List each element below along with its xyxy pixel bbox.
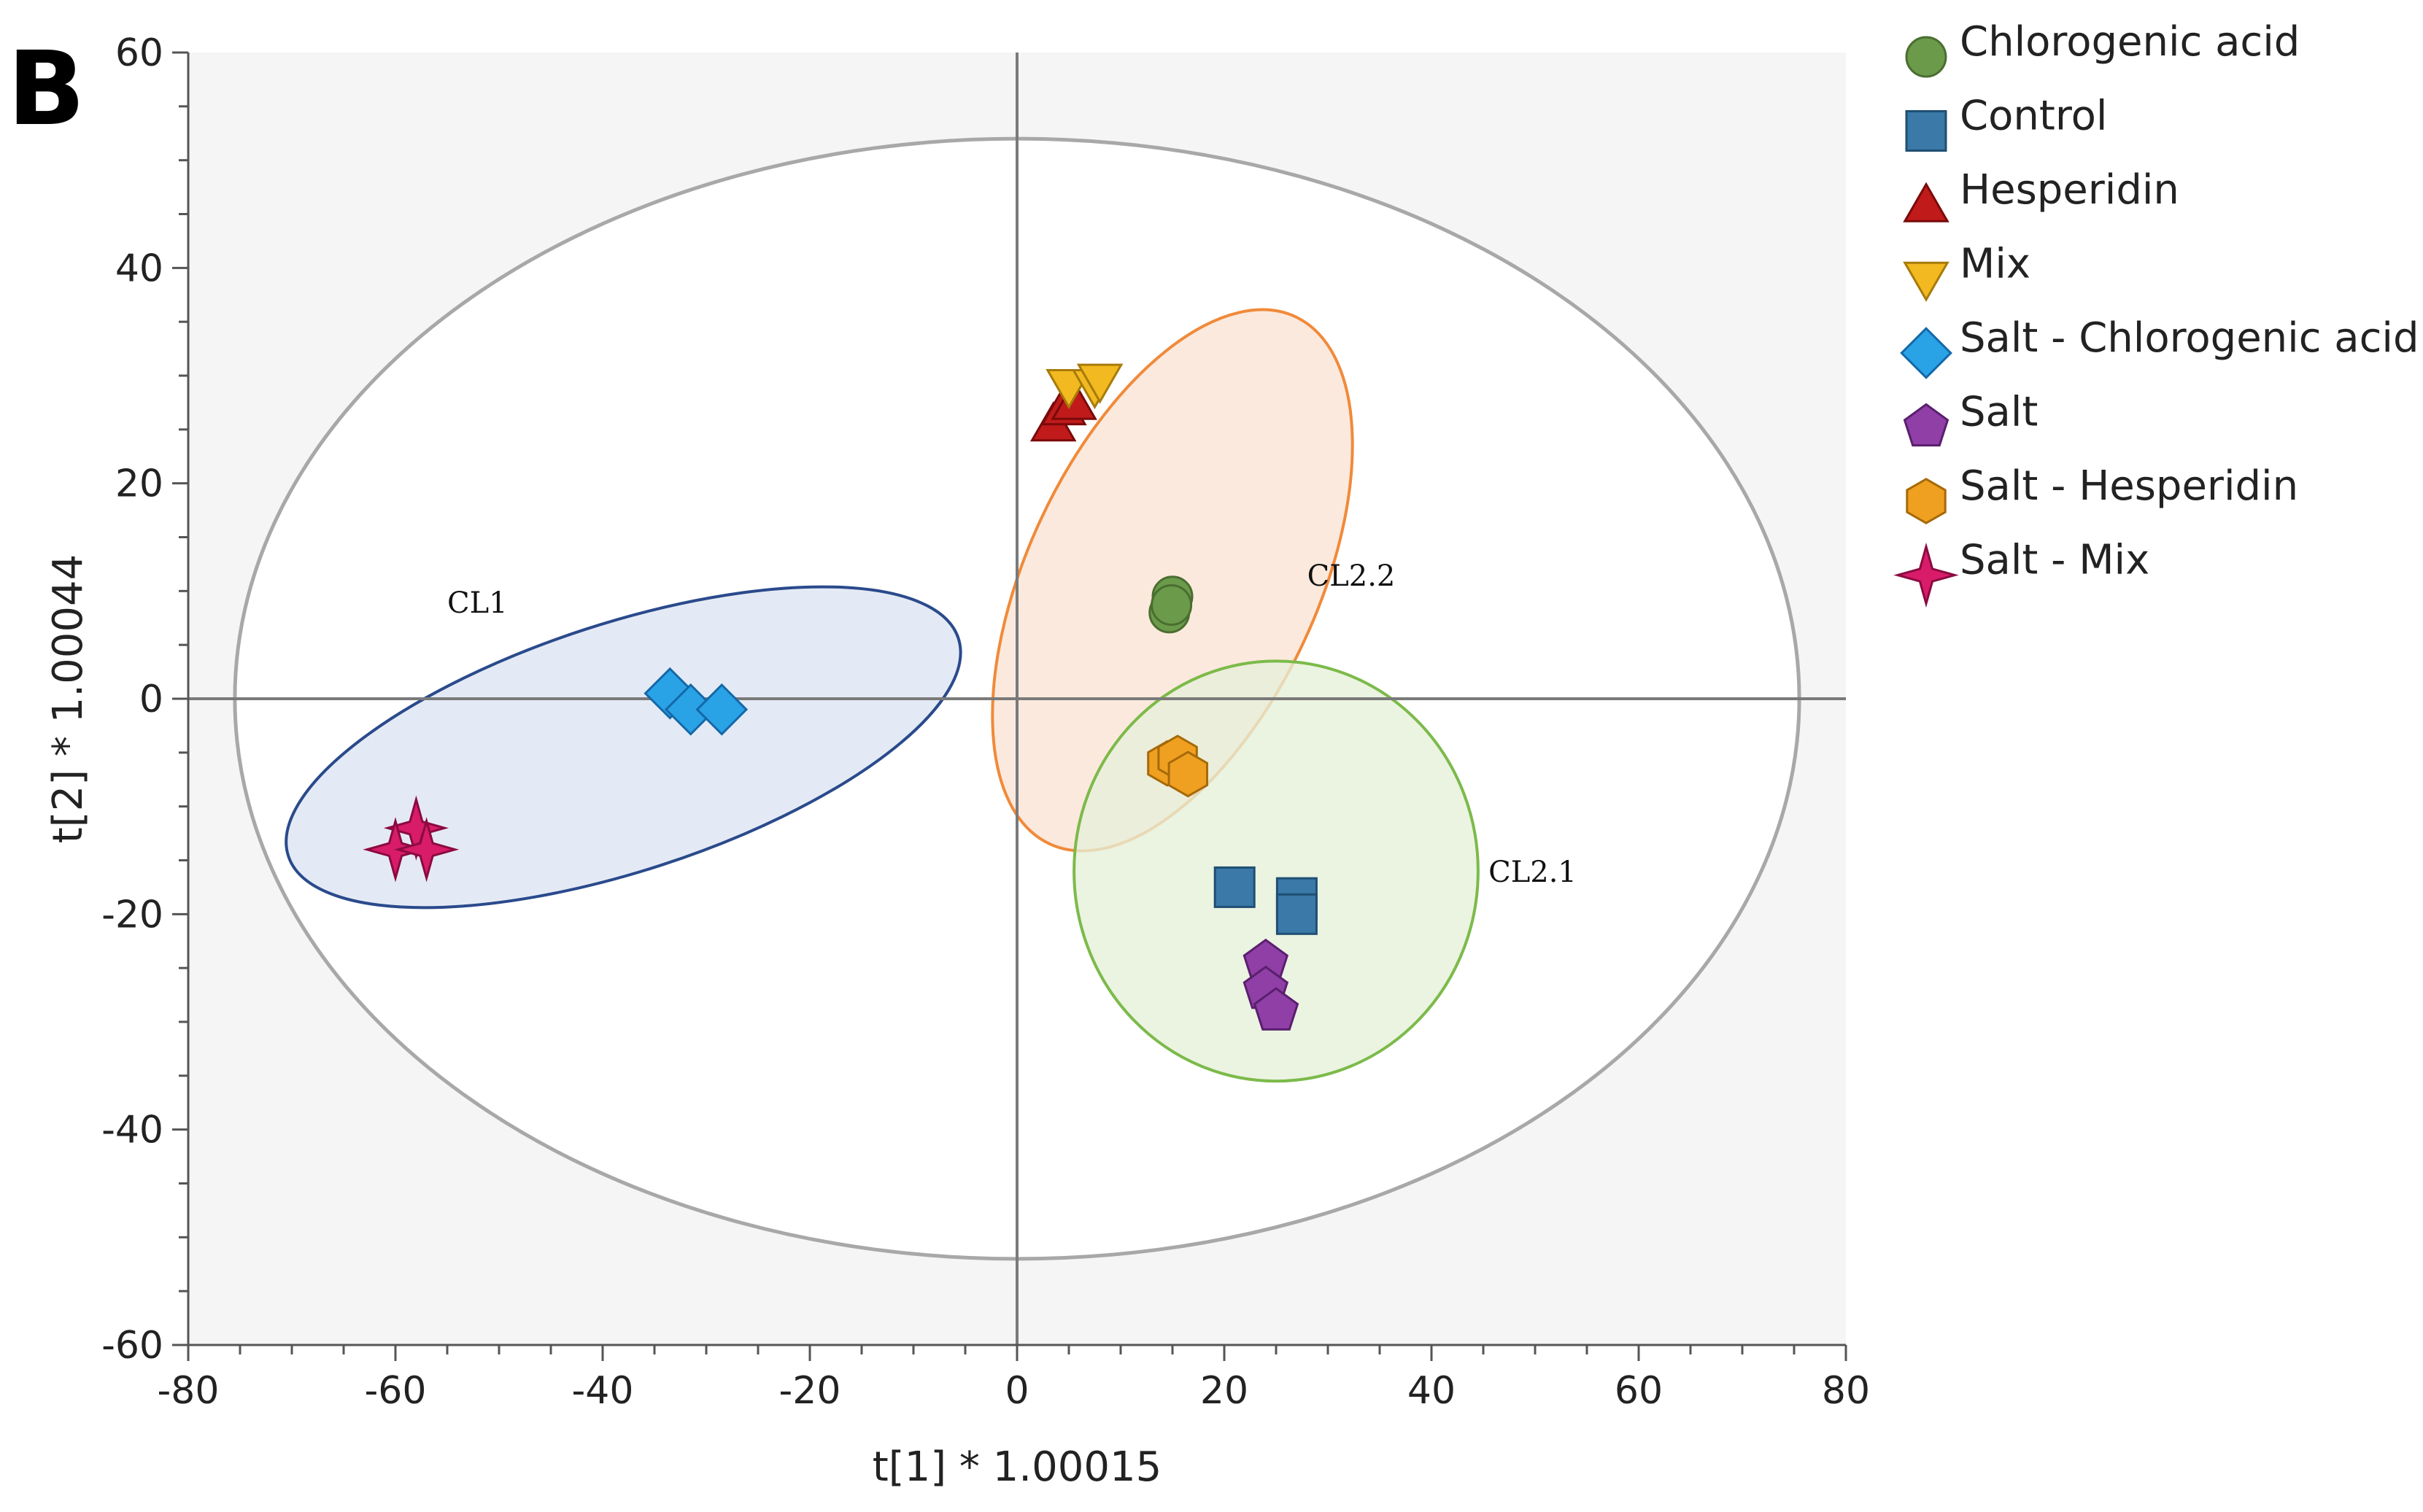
legend-item-mix: Mix bbox=[1903, 241, 2030, 302]
x-tick-label: 0 bbox=[1005, 1369, 1029, 1413]
series-salt bbox=[1243, 938, 1299, 1031]
legend-label-salt-mix: Salt - Mix bbox=[1960, 537, 2149, 584]
x-tick-label: -20 bbox=[779, 1369, 841, 1413]
series-chlorogenic-acid bbox=[1148, 575, 1194, 634]
legend-item-chlorogenic-acid: Chlorogenic acid bbox=[1905, 18, 2300, 78]
series-salt-hesperidin bbox=[1147, 734, 1208, 798]
point-salt-hesperidin-3 bbox=[1167, 751, 1208, 798]
legend-marker-control bbox=[1905, 110, 1947, 152]
data-points bbox=[363, 363, 1318, 1031]
x-tick-label: 60 bbox=[1615, 1369, 1663, 1413]
legend-label-salt: Salt bbox=[1960, 389, 2038, 436]
series-hesperidin bbox=[1029, 379, 1097, 442]
point-control-3 bbox=[1275, 893, 1318, 935]
y-ticks: -60 -40 -20 0 20 40 60 bbox=[101, 31, 188, 1368]
legend-item-salt-mix: Salt - Mix bbox=[1893, 537, 2149, 608]
point-hesperidin-3 bbox=[1051, 379, 1097, 420]
series-mix bbox=[1046, 363, 1124, 410]
y-axis-title: t[2] * 1.00044 bbox=[45, 554, 92, 843]
x-tick-label: 80 bbox=[1822, 1369, 1870, 1413]
x-axis-title: t[1] * 1.00015 bbox=[873, 1443, 1162, 1491]
x-tick-label: -40 bbox=[572, 1369, 634, 1413]
point-mix-3 bbox=[1076, 363, 1124, 404]
x-tick-label: 40 bbox=[1407, 1369, 1456, 1413]
point-control-1 bbox=[1213, 866, 1256, 908]
y-tick-label: -20 bbox=[101, 893, 163, 937]
point-salt-3 bbox=[1253, 987, 1299, 1031]
legend-marker-salt-chlorogenic-acid bbox=[1900, 327, 1952, 379]
legend: Chlorogenic acid Control Hesperidin Mix Salt… bbox=[1893, 18, 2419, 608]
cluster-ellipse-cl1 bbox=[285, 585, 962, 910]
legend-label-control: Control bbox=[1960, 93, 2107, 140]
legend-label-salt-chlorogenic-acid: Salt - Chlorogenic acid bbox=[1960, 314, 2419, 362]
legend-item-salt-chlorogenic-acid: Salt - Chlorogenic acid bbox=[1900, 314, 2419, 379]
point-salt-mix-1 bbox=[383, 795, 449, 861]
y-tick-label: 40 bbox=[115, 247, 163, 290]
cluster-labels: CL1 CL2.2 CL2.1 bbox=[447, 559, 1577, 889]
y-tick-label: 20 bbox=[115, 462, 163, 506]
cluster-label-cl1: CL1 bbox=[447, 586, 508, 620]
legend-label-chlorogenic-acid: Chlorogenic acid bbox=[1960, 18, 2300, 66]
x-tick-label: -80 bbox=[158, 1369, 220, 1413]
point-salt-chlorogenic-acid-3 bbox=[695, 683, 749, 736]
legend-item-salt-hesperidin: Salt - Hesperidin bbox=[1906, 462, 2298, 524]
y-tick-label: -40 bbox=[101, 1109, 163, 1152]
series-salt-mix bbox=[363, 795, 460, 883]
y-tick-label: 0 bbox=[139, 678, 163, 721]
panel-label: B bbox=[7, 30, 85, 149]
x-tick-label: -60 bbox=[365, 1369, 427, 1413]
series-salt-chlorogenic-acid bbox=[644, 667, 749, 736]
zero-lines bbox=[188, 53, 1846, 1345]
y-tick-label: 60 bbox=[115, 31, 163, 75]
legend-marker-mix bbox=[1903, 261, 1949, 302]
legend-item-hesperidin: Hesperidin bbox=[1903, 166, 2179, 222]
legend-label-hesperidin: Hesperidin bbox=[1960, 166, 2179, 214]
cluster-label-cl2-2: CL2.2 bbox=[1307, 559, 1396, 593]
legend-marker-salt-hesperidin bbox=[1906, 478, 1947, 524]
legend-marker-hesperidin bbox=[1903, 182, 1949, 222]
legend-label-salt-hesperidin: Salt - Hesperidin bbox=[1960, 462, 2298, 510]
y-tick-label: -60 bbox=[101, 1324, 163, 1368]
legend-marker-salt-mix bbox=[1893, 542, 1959, 608]
legend-item-control: Control bbox=[1905, 93, 2107, 152]
legend-marker-salt bbox=[1903, 403, 1949, 447]
series-control bbox=[1213, 866, 1318, 935]
cluster-label-cl2-1: CL2.1 bbox=[1488, 856, 1577, 889]
legend-marker-chlorogenic-acid bbox=[1905, 36, 1947, 78]
x-tick-label: 20 bbox=[1200, 1369, 1248, 1413]
x-ticks: -80 -60 -40 -20 0 20 40 60 80 bbox=[158, 1345, 1870, 1413]
legend-item-salt: Salt bbox=[1903, 389, 2038, 447]
point-salt-mix-3 bbox=[393, 817, 460, 883]
point-chlorogenic-acid-3 bbox=[1151, 584, 1193, 627]
legend-label-mix: Mix bbox=[1960, 241, 2030, 288]
